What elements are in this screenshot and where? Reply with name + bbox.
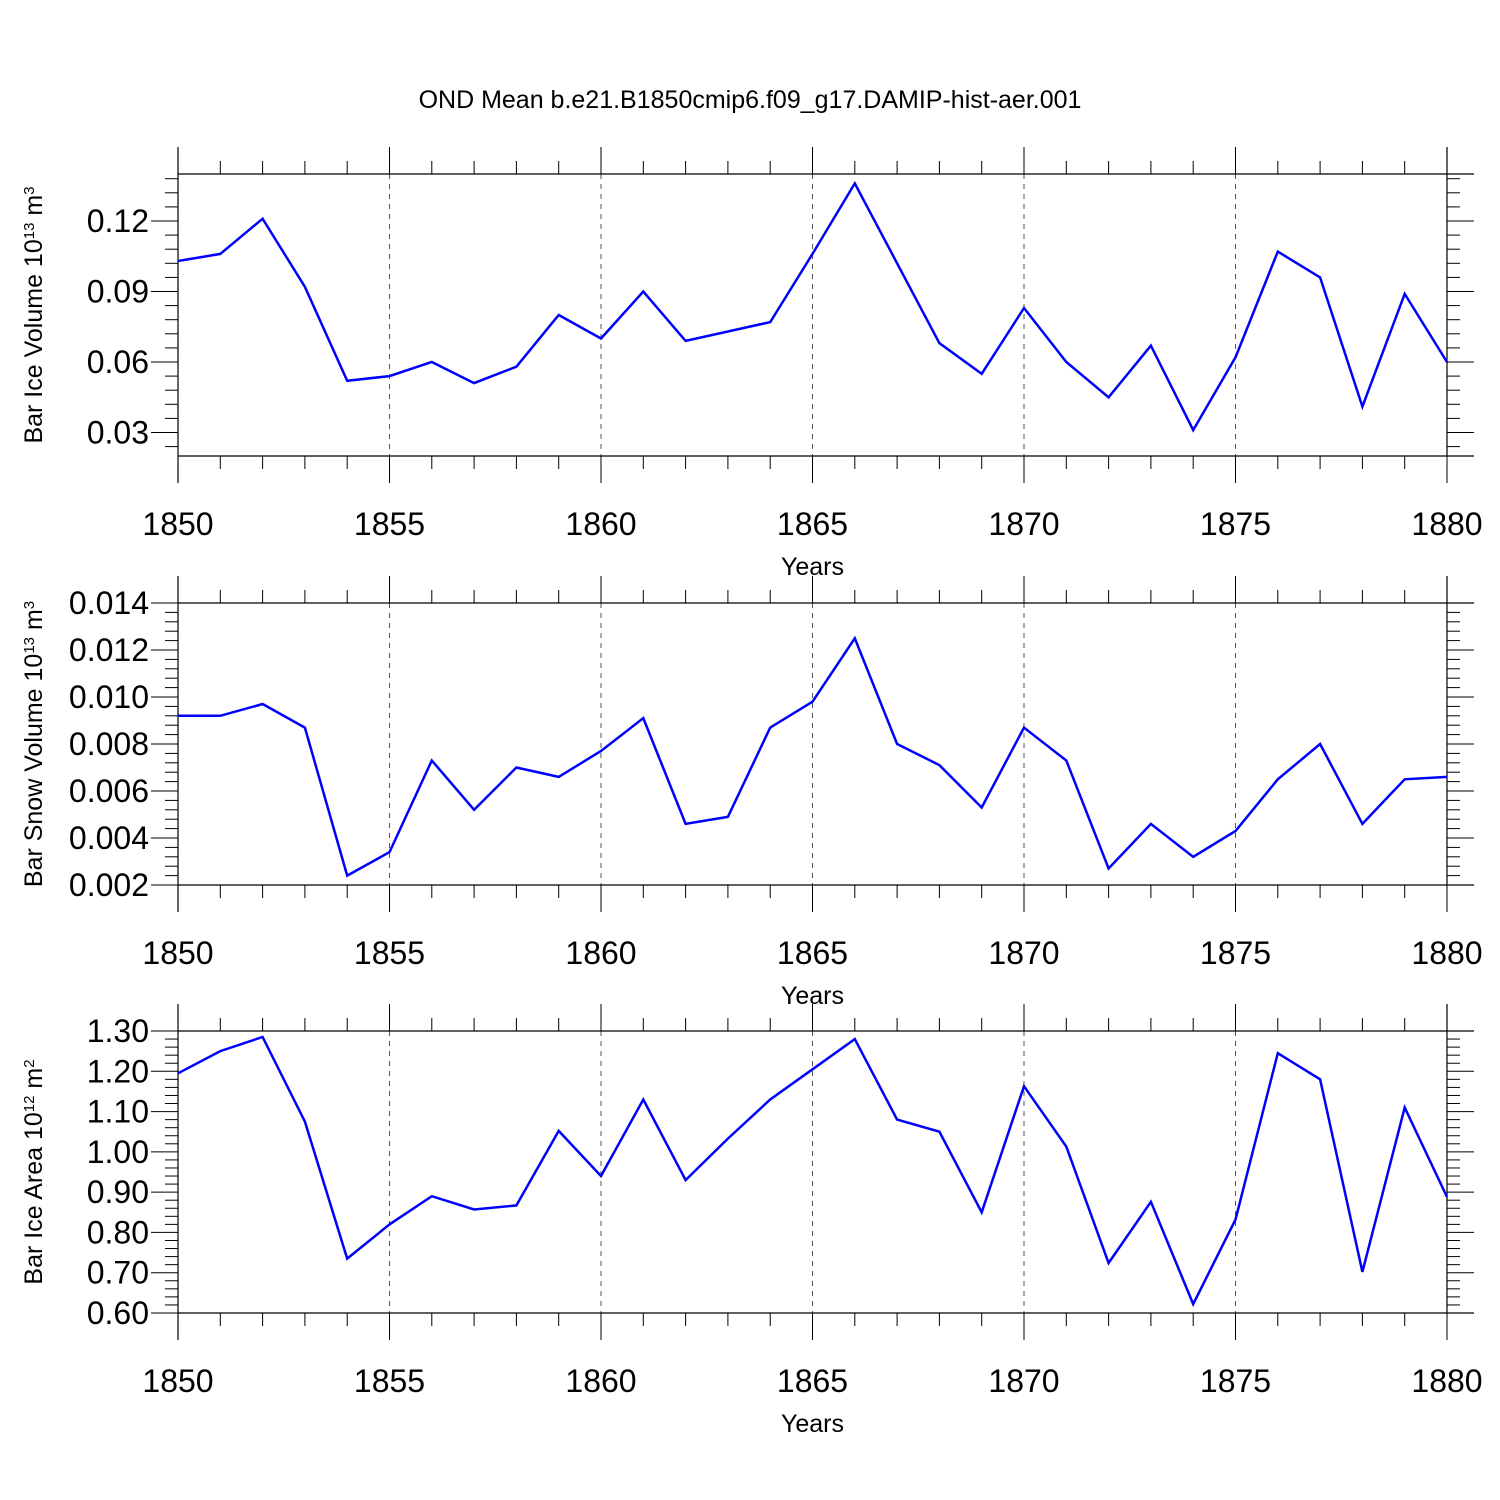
bar-ice-volume-panel: 0.03 0.06 0.09 0.12 1850 1855 1860 1865 1870 1875… [20,147,1483,581]
x-tick-label: 1880 [1411,1363,1482,1399]
x-tick-label: 1865 [777,1363,848,1399]
y-tick-label: 0.90 [87,1174,149,1210]
y-tick-label: 1.00 [87,1134,149,1170]
x-tick-label: 1880 [1411,935,1482,971]
y-tick-label: 0.006 [69,773,149,809]
figure-title: OND Mean b.e21.B1850cmip6.f09_g17.DAMIP-… [418,86,1082,114]
bar-snow-volume-series-line [178,635,1448,878]
y-tick-label: 0.014 [69,585,149,621]
y-tick-label: 0.80 [87,1214,149,1250]
y-axis-label: Bar Ice Volume 1013 m3 [20,186,48,443]
x-tick-label: 1880 [1411,506,1482,542]
y-tick-label: 0.002 [69,867,149,903]
y-tick-label: 0.004 [69,820,149,856]
x-tick-label: 1855 [354,935,425,971]
x-tick-label: 1855 [354,506,425,542]
x-tick-label: 1870 [988,1363,1059,1399]
bar-ice-area-series-line [177,1035,1449,1308]
y-tick-label: 1.20 [87,1053,149,1089]
bar-ice-area-panel: 0.60 0.70 0.80 0.90 1.00 1.10 1.20 1.30 1850 1855… [20,1004,1483,1438]
bar-snow-volume-panel: 0.002 0.004 0.006 0.008 0.010 0.012 0.014 1850 1… [20,576,1483,1010]
y-axis-label: Bar Ice Area 1012 m2 [20,1059,48,1284]
x-tick-label: 1865 [777,506,848,542]
x-tick-label: 1875 [1200,935,1271,971]
x-tick-label: 1850 [142,506,213,542]
y-tick-label: 0.60 [87,1295,149,1331]
x-tick-label: 1875 [1200,506,1271,542]
y-tick-label: 0.03 [87,415,149,451]
x-tick-label: 1850 [142,935,213,971]
x-tick-label: 1860 [565,935,636,971]
y-tick-label: 1.10 [87,1094,149,1130]
y-axis-label: Bar Snow Volume 1013 m3 [20,601,48,887]
x-tick-label: 1850 [142,1363,213,1399]
y-tick-label: 0.70 [87,1255,149,1291]
x-tick-label: 1855 [354,1363,425,1399]
y-tick-label: 0.012 [69,632,149,668]
y-tick-label: 0.06 [87,344,149,380]
x-axis-label: Years [781,1410,844,1438]
y-tick-label: 0.12 [87,203,149,239]
x-tick-label: 1875 [1200,1363,1271,1399]
x-tick-label: 1870 [988,506,1059,542]
x-tick-label: 1865 [777,935,848,971]
bar-ice-volume-series-line [177,180,1449,433]
x-tick-label: 1860 [565,1363,636,1399]
y-tick-label: 0.010 [69,679,149,715]
y-tick-label: 1.30 [87,1013,149,1049]
y-tick-label: 0.008 [69,726,149,762]
x-tick-label: 1860 [565,506,636,542]
y-tick-label: 0.09 [87,274,149,310]
x-tick-label: 1870 [988,935,1059,971]
